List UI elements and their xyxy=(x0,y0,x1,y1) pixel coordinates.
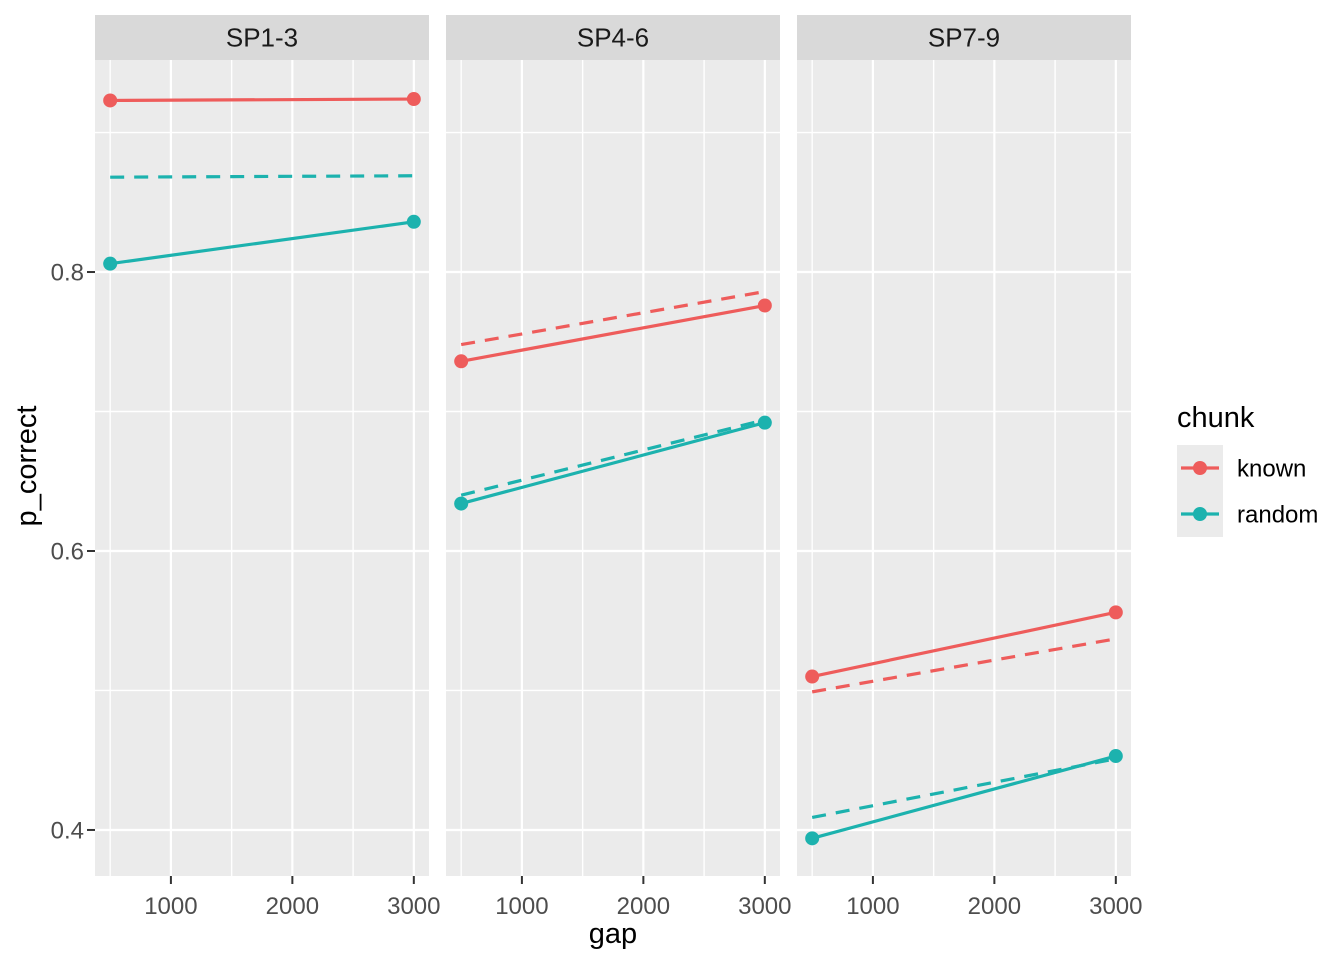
x-tick-label: 1000 xyxy=(846,893,899,920)
facet-SP7-9: SP7-9 xyxy=(797,15,1131,876)
x-axis-title: gap xyxy=(589,918,637,950)
series-line-known-dashed xyxy=(811,637,1117,694)
facet-strip-label: SP1-3 xyxy=(226,23,298,53)
legend-key-point-known xyxy=(1193,461,1207,475)
facet-strip-label: SP7-9 xyxy=(928,23,1000,53)
data-point-random xyxy=(757,415,772,430)
series-line-known-solid xyxy=(460,303,766,363)
y-tick-label: 0.8 xyxy=(51,259,84,286)
series-line-random-solid xyxy=(109,220,415,266)
series-line-random-solid xyxy=(460,421,766,506)
data-point-known xyxy=(406,92,421,107)
facet-strip-label: SP4-6 xyxy=(577,23,649,53)
x-tick-label: 1000 xyxy=(144,893,197,920)
y-axis-title: p_correct xyxy=(11,406,43,527)
y-tick-label: 0.6 xyxy=(51,538,84,565)
data-point-known xyxy=(757,298,772,313)
series-line-random-solid xyxy=(811,754,1117,840)
data-point-known xyxy=(805,669,820,684)
panels-layer: SP1-3 SP4-6 SP7-9 xyxy=(95,15,1131,876)
x-tick-label: 1000 xyxy=(495,893,548,920)
data-point-known xyxy=(1108,605,1123,620)
facet-strip xyxy=(797,15,1131,60)
x-tick-label: 3000 xyxy=(738,893,791,920)
legend-label-known: known xyxy=(1237,455,1306,482)
data-point-random xyxy=(1108,749,1123,764)
facet-strip xyxy=(446,15,780,60)
series-line-known-dashed xyxy=(460,289,766,347)
data-point-known xyxy=(103,93,118,108)
x-tick-label: 2000 xyxy=(968,893,1021,920)
panel-background xyxy=(95,60,429,876)
data-point-random xyxy=(103,256,118,271)
x-tick-label: 2000 xyxy=(266,893,319,920)
data-point-random xyxy=(805,831,820,846)
panel-background xyxy=(446,60,780,876)
series-line-known-solid xyxy=(110,97,414,103)
data-point-known xyxy=(454,354,469,369)
panel-background xyxy=(797,60,1131,876)
legend-title: chunk xyxy=(1177,402,1255,434)
facet-SP4-6: SP4-6 xyxy=(446,15,780,876)
x-tick-label: 3000 xyxy=(387,893,440,920)
x-tick-label: 3000 xyxy=(1089,893,1142,920)
legend-key-point-random xyxy=(1193,507,1207,521)
y-tick-label: 0.4 xyxy=(51,817,84,844)
series-line-random-dashed xyxy=(460,418,766,497)
series-line-random-dashed xyxy=(110,174,414,179)
legend-label-random: random xyxy=(1237,501,1318,528)
facet-SP1-3: SP1-3 xyxy=(95,15,429,876)
legend: chunk known random xyxy=(1177,402,1318,537)
x-tick-label: 2000 xyxy=(617,893,670,920)
series-line-known-solid xyxy=(811,610,1117,679)
series-line-random-dashed xyxy=(811,757,1117,819)
data-point-random xyxy=(454,496,469,511)
data-point-random xyxy=(406,214,421,229)
facet-strip xyxy=(95,15,429,60)
axes-layer: 1000 2000 3000 1000 2000 3000 1000 2000 3000 0.8 0… xyxy=(51,259,1143,920)
legend-keys: known random xyxy=(1177,445,1318,537)
